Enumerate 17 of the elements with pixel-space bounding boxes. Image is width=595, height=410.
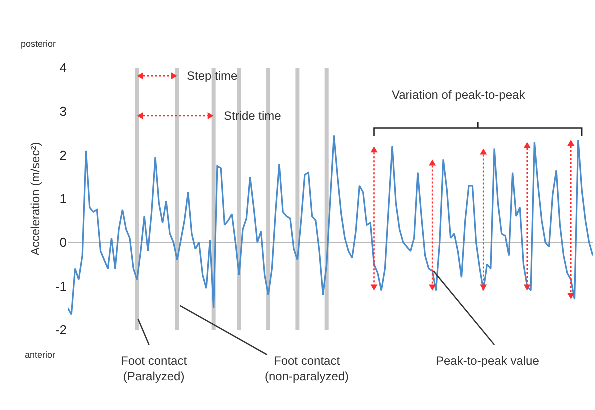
y-tick-label: 4 bbox=[60, 60, 67, 76]
annotation: Step time bbox=[187, 69, 238, 83]
y-tick-label: 1 bbox=[60, 192, 67, 207]
annotation: Stride time bbox=[224, 109, 282, 123]
y-tick-label: 3 bbox=[60, 104, 67, 120]
text: posterior bbox=[21, 39, 56, 49]
text: anterior bbox=[25, 350, 56, 360]
annotation: Variation of peak-to-peak bbox=[392, 88, 526, 102]
y-tick-label: 0 bbox=[60, 235, 67, 250]
y-tick-label: 2 bbox=[60, 148, 67, 163]
text: Foot contact (non-paralyzed) bbox=[265, 354, 350, 384]
line-series bbox=[68, 134, 593, 316]
text: Peak-to-peak value bbox=[436, 354, 540, 368]
text: Foot contact (Paralyzed) bbox=[121, 354, 188, 384]
y-tick-label: -1 bbox=[55, 278, 67, 294]
y-tick-label: -2 bbox=[55, 322, 67, 338]
y-axis-title: Acceleration (m/sec²) bbox=[28, 142, 43, 256]
